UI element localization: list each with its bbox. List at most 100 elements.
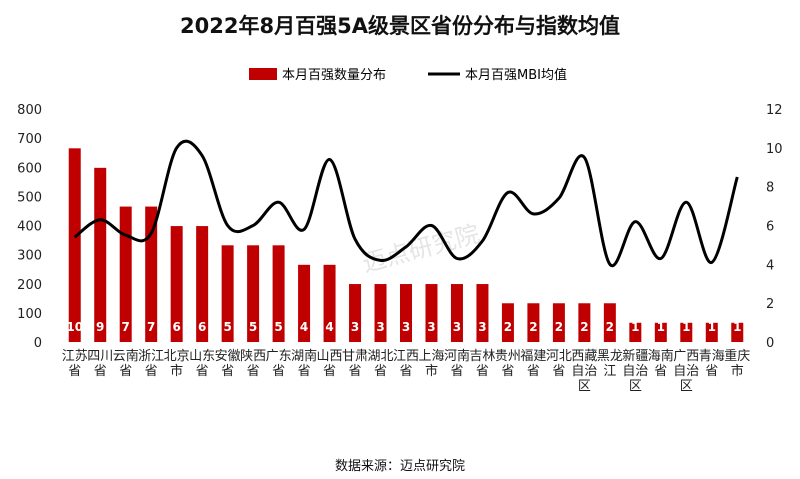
y-right-tick-label: 12 (766, 103, 783, 118)
bar (374, 284, 387, 342)
bar (68, 148, 81, 342)
bar (578, 303, 591, 342)
x-category-label: 青海省 (699, 349, 725, 379)
chart-title: 2022年8月百强5A级景区省份分布与指数均值 (180, 14, 620, 38)
y-left-tick-label: 100 (17, 307, 42, 322)
bar (119, 206, 132, 342)
bar-count-label: 9 (96, 320, 104, 334)
y-left-tick-label: 800 (17, 103, 42, 118)
bar (272, 245, 285, 342)
bar (425, 284, 438, 342)
x-category-label: 安徽省 (215, 349, 241, 379)
x-category-label: 河北省 (546, 349, 572, 379)
bar-count-label: 2 (529, 320, 537, 334)
bar (94, 167, 107, 342)
watermark: 迈点研究院 (359, 220, 482, 278)
bar-count-label: 5 (274, 320, 282, 334)
bar (705, 322, 718, 342)
x-category-label: 西藏自治区 (571, 349, 597, 394)
y-left-tick-label: 300 (17, 249, 42, 264)
x-category-label: 湖南省 (291, 348, 317, 379)
bar (298, 264, 311, 342)
y-axis-left: 0 100 200 300 400 500 600 700 800 (17, 103, 42, 351)
bar (680, 322, 693, 342)
y-right-tick-label: 8 (766, 181, 774, 196)
y-left-tick-label: 600 (17, 161, 42, 176)
bar-count-label: 1 (733, 320, 741, 334)
bar (349, 284, 362, 342)
bar-count-label: 4 (325, 320, 333, 334)
bar (247, 245, 260, 342)
x-category-label: 江苏省 (62, 348, 88, 379)
bar-count-label: 3 (427, 320, 435, 334)
x-category-label: 江西省 (393, 349, 419, 379)
bar-count-label: 3 (478, 320, 486, 334)
y-left-tick-label: 200 (17, 278, 42, 293)
legend-line-label: 本月百强MBI均值 (465, 67, 567, 83)
bar (603, 303, 616, 342)
x-category-label: 山西省 (317, 349, 343, 379)
bar-count-label: 5 (223, 320, 231, 334)
x-category-label: 黑龙江 (597, 349, 623, 379)
bar-count-label: 3 (376, 320, 384, 334)
bar (501, 303, 514, 342)
bar-count-label: 7 (122, 320, 130, 334)
bar-count-label: 1 (708, 320, 716, 334)
x-category-label: 陕西省 (240, 349, 266, 379)
x-category-label: 新疆自治区 (622, 348, 648, 394)
bar (400, 284, 412, 342)
legend-bar-label: 本月百强数量分布 (282, 68, 386, 83)
bar (323, 264, 336, 342)
y-right-tick-label: 0 (766, 336, 774, 351)
bar (170, 226, 183, 342)
bar-count-label: 6 (172, 320, 180, 334)
bar (629, 322, 642, 342)
x-category-label: 山东省 (189, 349, 215, 379)
bar (450, 284, 463, 342)
x-category-label: 贵州省 (495, 349, 521, 379)
bar-count-label: 6 (198, 320, 206, 334)
count-labels: 10 9 7 7 6 6 5 5 5 4 4 3 3 3 3 3 3 2 2 2 2 2 1 1 1 1 1 (66, 320, 741, 334)
bar-count-label: 3 (402, 320, 410, 334)
x-category-label: 重庆市 (724, 348, 750, 379)
y-right-tick-label: 6 (766, 220, 774, 235)
legend-bar-swatch (249, 68, 277, 80)
bar (654, 322, 667, 342)
x-category-label: 福建省 (520, 349, 546, 379)
y-right-tick-label: 10 (766, 142, 783, 157)
bar-count-label: 1 (657, 320, 665, 334)
x-category-label: 海南省 (648, 348, 674, 379)
x-category-label: 河南省 (444, 348, 470, 379)
x-category-label: 浙江省 (138, 349, 164, 379)
bar-count-label: 5 (249, 320, 257, 334)
bar-count-label: 2 (504, 320, 512, 334)
x-category-label: 上海市 (418, 349, 444, 379)
y-left-tick-label: 0 (34, 336, 42, 351)
bar-count-label: 1 (682, 320, 690, 334)
bar-count-label: 10 (66, 320, 83, 334)
x-category-label: 吉林省 (469, 349, 495, 379)
mbi-line-group (73, 139, 739, 268)
bars (68, 148, 744, 342)
x-category-label: 甘肃省 (342, 349, 368, 379)
bar (476, 284, 489, 342)
x-category-label: 湖北省 (368, 349, 394, 379)
bar-count-label: 1 (631, 320, 639, 334)
bar (552, 303, 565, 342)
x-category-label: 四川省 (87, 349, 113, 379)
bar-count-label: 4 (300, 320, 308, 334)
y-left-tick-label: 500 (17, 190, 42, 205)
category-labels: 江苏省四川省云南省浙江省北京市山东省安徽省陕西省广东省湖南省山西省甘肃省湖北省江… (62, 348, 751, 394)
bar-count-label: 3 (453, 320, 461, 334)
bar (527, 303, 540, 342)
y-right-tick-label: 2 (766, 297, 774, 312)
bar (196, 226, 209, 342)
bar-count-label: 2 (555, 320, 563, 334)
bar (221, 245, 234, 342)
x-category-label: 北京市 (164, 349, 190, 379)
bar (145, 206, 158, 342)
mbi-line (73, 139, 739, 268)
bar-count-label: 7 (147, 320, 155, 334)
x-category-label: 广东省 (266, 349, 292, 379)
